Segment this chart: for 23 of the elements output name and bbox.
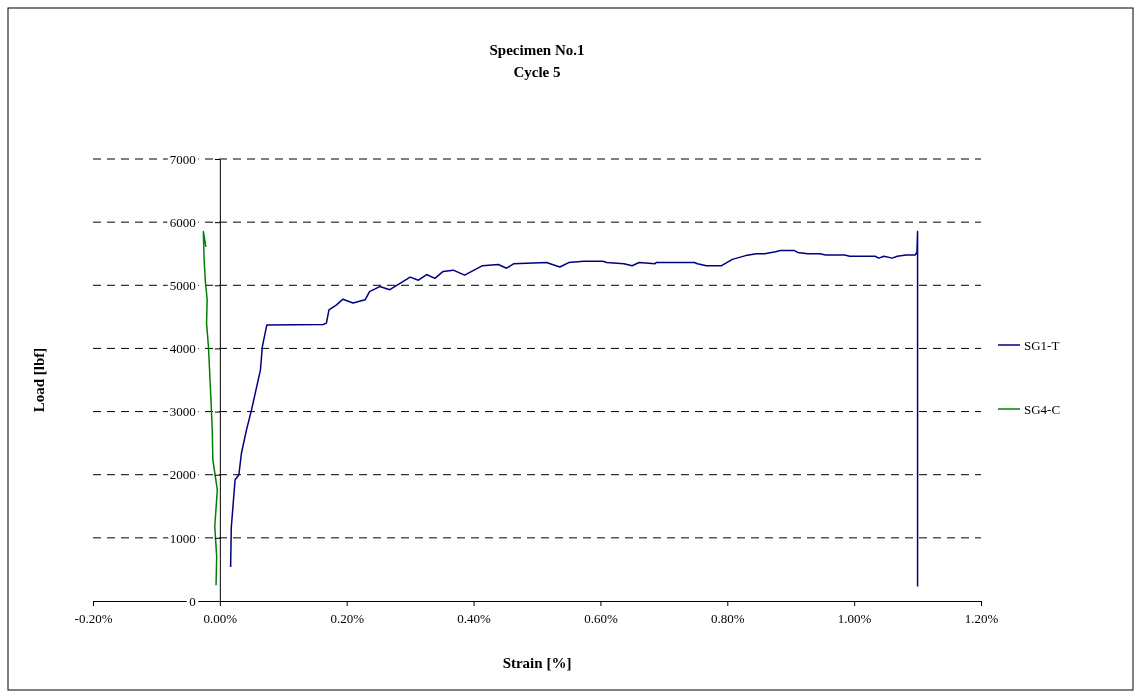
x-axis-title: Strain [%] — [502, 655, 572, 671]
y-tick-label: 1000 — [169, 530, 196, 546]
line-series — [202, 230, 219, 586]
legend-label: SG1-T — [1024, 338, 1060, 353]
y-axis-title: Load [lbf] — [31, 347, 47, 413]
x-tick-label: -0.20% — [74, 611, 113, 627]
y-tick-label: 4000 — [169, 341, 196, 357]
x-tick-label: 1.00% — [837, 611, 872, 627]
chart-title: Specimen No.1 — [489, 42, 585, 58]
x-tick-label: 0.80% — [710, 611, 745, 627]
y-tick-label: 3000 — [169, 404, 196, 420]
x-tick-label: 0.60% — [584, 611, 618, 627]
y-tick-label: 7000 — [169, 151, 196, 167]
chart-subtitle: Cycle 5 — [513, 64, 561, 80]
y-tick-label: 5000 — [169, 277, 196, 293]
line-series — [229, 230, 919, 588]
x-tick-label: 0.40% — [457, 611, 492, 627]
x-tick-label: 0.00% — [203, 611, 238, 627]
legend-label: SG4-C — [1024, 402, 1061, 417]
x-tick-label: 0.20% — [330, 611, 365, 627]
y-tick-label: 2000 — [169, 467, 196, 483]
x-tick-label: 1.20% — [964, 611, 999, 627]
y-tick-label: 6000 — [169, 214, 196, 230]
